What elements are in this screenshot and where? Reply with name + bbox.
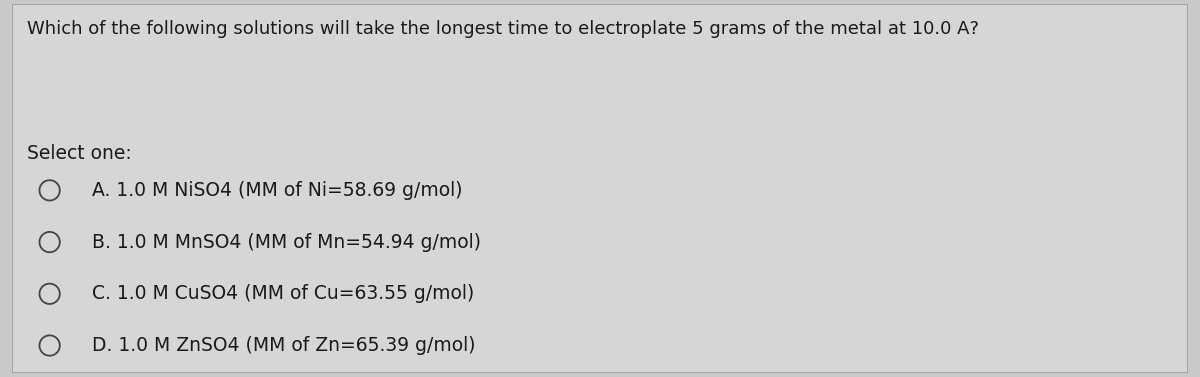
- FancyBboxPatch shape: [12, 4, 1188, 373]
- Text: A. 1.0 M NiSO4 (MM of Ni=58.69 g/mol): A. 1.0 M NiSO4 (MM of Ni=58.69 g/mol): [92, 181, 462, 200]
- Text: Which of the following solutions will take the longest time to electroplate 5 gr: Which of the following solutions will ta…: [28, 20, 979, 38]
- Text: B. 1.0 M MnSO4 (MM of Mn=54.94 g/mol): B. 1.0 M MnSO4 (MM of Mn=54.94 g/mol): [92, 233, 481, 251]
- Text: C. 1.0 M CuSO4 (MM of Cu=63.55 g/mol): C. 1.0 M CuSO4 (MM of Cu=63.55 g/mol): [92, 284, 474, 303]
- Text: D. 1.0 M ZnSO4 (MM of Zn=65.39 g/mol): D. 1.0 M ZnSO4 (MM of Zn=65.39 g/mol): [92, 336, 475, 355]
- Text: Select one:: Select one:: [28, 144, 132, 163]
